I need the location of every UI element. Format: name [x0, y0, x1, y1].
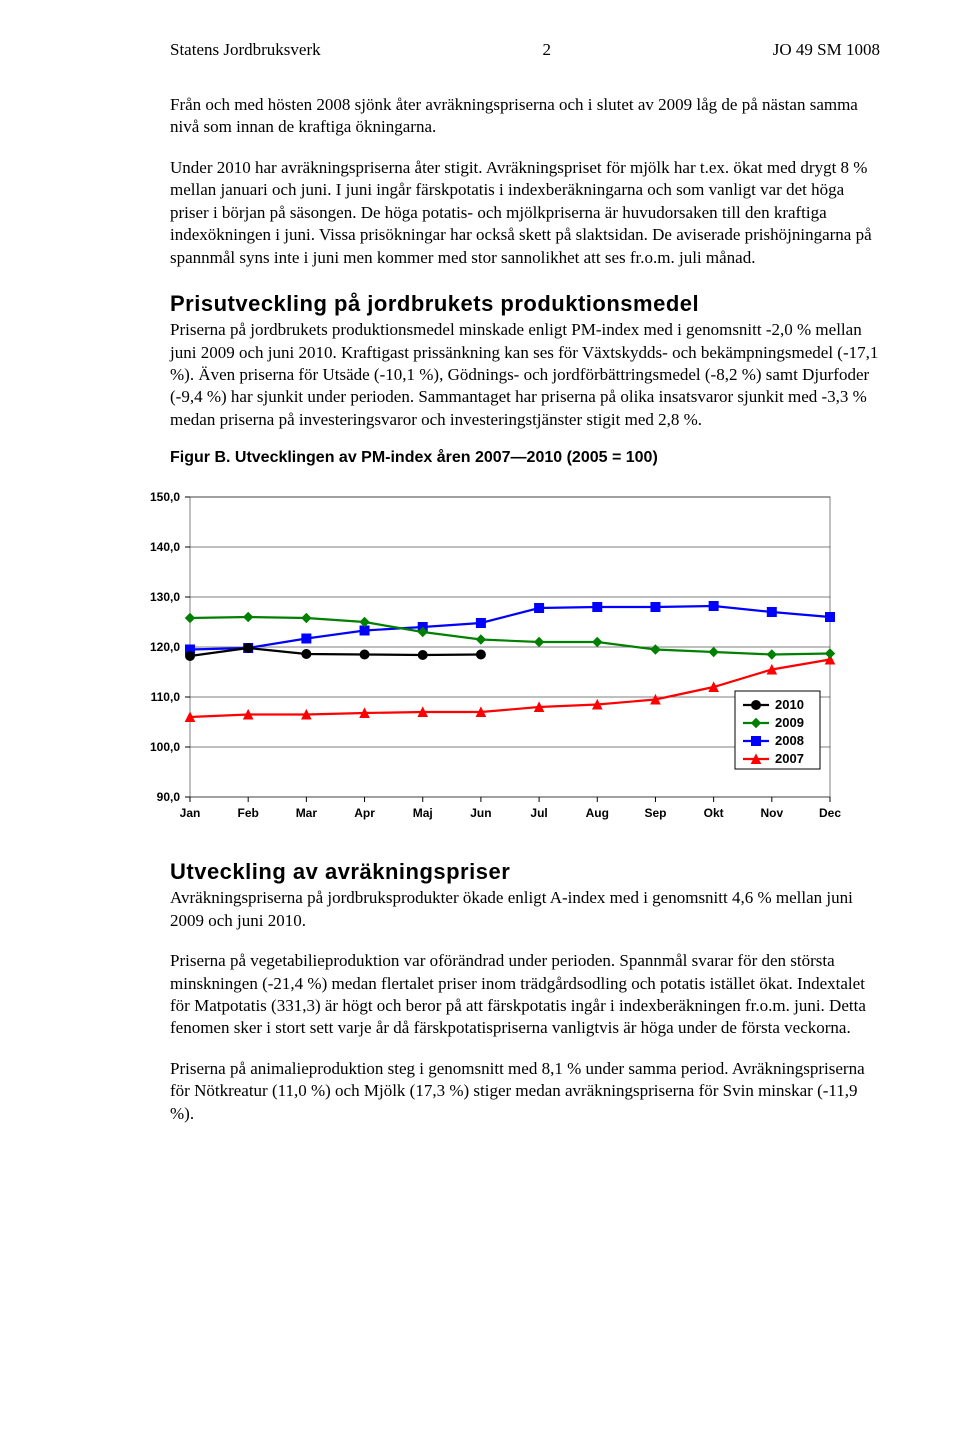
svg-text:140,0: 140,0: [150, 540, 180, 554]
svg-text:2009: 2009: [775, 715, 804, 730]
svg-text:Apr: Apr: [354, 806, 375, 820]
page-header: Statens Jordbruksverk 2 JO 49 SM 1008: [170, 40, 880, 60]
header-org: Statens Jordbruksverk: [170, 40, 321, 60]
svg-text:Maj: Maj: [413, 806, 433, 820]
figure-b-title: Figur B. Utvecklingen av PM-index åren 2…: [170, 449, 880, 467]
svg-text:Jan: Jan: [180, 806, 201, 820]
svg-text:130,0: 130,0: [150, 590, 180, 604]
section-heading-avr: Utveckling av avräkningspriser: [170, 859, 880, 885]
svg-text:90,0: 90,0: [157, 790, 181, 804]
svg-text:Dec: Dec: [819, 806, 841, 820]
header-page-number: 2: [542, 40, 551, 60]
pm-para: Priserna på jordbrukets produktionsmedel…: [170, 319, 880, 431]
svg-text:150,0: 150,0: [150, 490, 180, 504]
svg-text:120,0: 120,0: [150, 640, 180, 654]
svg-text:Feb: Feb: [238, 806, 259, 820]
avr-para-3: Priserna på animalieproduktion steg i ge…: [170, 1058, 880, 1125]
avr-para-2: Priserna på vegetabilieproduktion var of…: [170, 950, 880, 1040]
pm-index-chart-svg: 90,0 100,0 110,0 120,0 130,0 140,0 150,0 Jan Feb…: [120, 477, 880, 837]
header-doc-id: JO 49 SM 1008: [773, 40, 880, 60]
svg-text:Nov: Nov: [760, 806, 783, 820]
svg-text:Aug: Aug: [586, 806, 609, 820]
intro-para-1: Från och med hösten 2008 sjönk åter avrä…: [170, 94, 880, 139]
svg-text:Okt: Okt: [704, 806, 724, 820]
svg-text:2008: 2008: [775, 733, 804, 748]
section-heading-pm: Prisutveckling på jordbrukets produktion…: [170, 291, 880, 317]
svg-text:Mar: Mar: [296, 806, 318, 820]
figure-b-chart: 90,0 100,0 110,0 120,0 130,0 140,0 150,0 Jan Feb…: [120, 477, 880, 837]
intro-para-2: Under 2010 har avräkningspriserna åter s…: [170, 157, 880, 269]
svg-text:100,0: 100,0: [150, 740, 180, 754]
svg-text:110,0: 110,0: [151, 690, 181, 704]
svg-text:Jun: Jun: [470, 806, 491, 820]
svg-text:Jul: Jul: [530, 806, 547, 820]
avr-para-1: Avräkningspriserna på jordbruksprodukter…: [170, 887, 880, 932]
svg-text:Sep: Sep: [644, 806, 666, 820]
svg-text:2010: 2010: [775, 697, 804, 712]
svg-text:2007: 2007: [775, 751, 804, 766]
